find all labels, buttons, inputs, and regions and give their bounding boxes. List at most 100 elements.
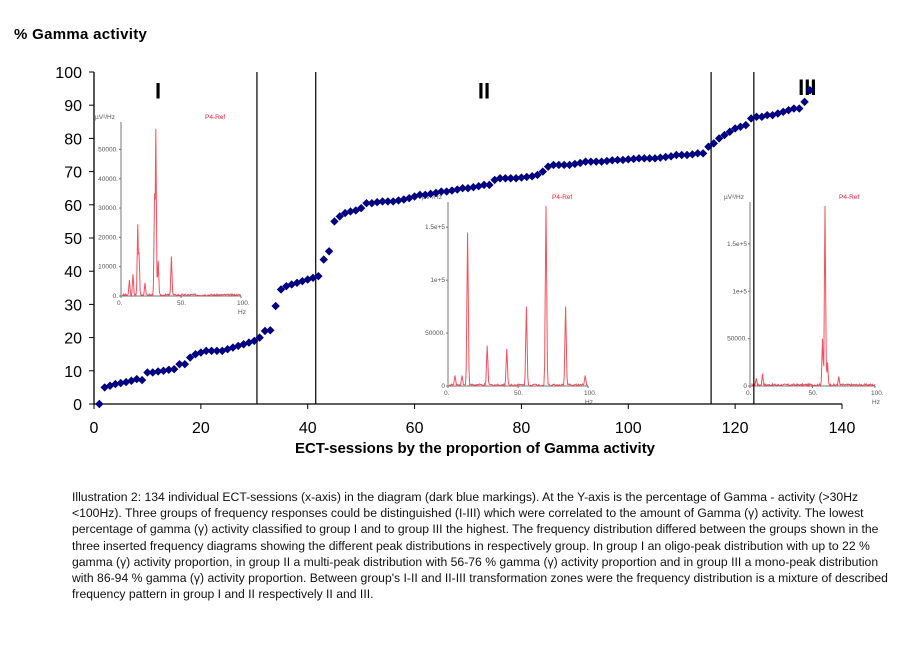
y-tick-label: 90	[64, 98, 82, 115]
data-point	[159, 366, 168, 375]
data-point	[640, 154, 649, 163]
inset-x-tick-label: 50.	[177, 300, 186, 307]
data-point	[757, 112, 767, 122]
data-point	[207, 346, 216, 356]
data-point	[709, 139, 718, 148]
inset-y-label: µV²/Hz	[95, 114, 115, 121]
y-tick-label: 0	[73, 397, 82, 414]
data-point	[153, 367, 163, 376]
y-tick-label: 60	[64, 198, 82, 215]
data-point	[175, 359, 184, 369]
data-point	[196, 348, 206, 357]
inset-x-tick-label: 0.	[746, 390, 752, 397]
data-point	[538, 167, 547, 176]
inset-x-tick-label: 0.	[444, 390, 450, 397]
data-point	[672, 150, 681, 160]
inset-x-label: Hz	[238, 309, 246, 316]
inset-x-label: Hz	[585, 399, 593, 406]
data-point	[191, 350, 200, 359]
data-point	[314, 271, 323, 281]
data-point	[324, 247, 334, 256]
inset-spectrum-line	[121, 128, 242, 298]
data-point	[693, 149, 702, 158]
data-point	[522, 172, 531, 182]
data-point	[95, 399, 104, 409]
inset-legend: P4-Ref	[839, 194, 859, 201]
data-point	[485, 180, 494, 190]
data-point	[346, 207, 355, 216]
inset-spectrum-I: µV²/Hz P4-Ref Hz 0. 50. 100. 0. 10000. 20000. 300…	[95, 114, 250, 316]
inset-x-tick-label: 0.	[117, 300, 123, 307]
data-point	[148, 368, 157, 377]
data-point	[479, 180, 489, 190]
data-point	[271, 301, 280, 311]
inset-legend: P4-Ref	[205, 114, 225, 121]
figure-caption: Illustration 2: 134 individual ECT-sessi…	[72, 490, 888, 602]
data-point	[421, 190, 430, 200]
inset-y-tick-label: 1e+5	[430, 277, 445, 284]
data-point	[180, 359, 190, 369]
data-point	[789, 104, 799, 113]
inset-spectrum-line	[448, 205, 589, 388]
y-tick-label: 20	[64, 331, 82, 348]
inset-y-tick-label: 30000.	[98, 205, 118, 212]
data-point	[565, 160, 574, 170]
data-point	[559, 160, 569, 170]
data-point	[250, 336, 259, 346]
data-point	[185, 353, 195, 362]
inset-spectrum-line	[751, 205, 876, 388]
data-point	[661, 152, 670, 162]
data-point	[677, 150, 686, 160]
inset-y-tick-label: 1.5e+5	[727, 241, 747, 248]
y-tick-label: 10	[64, 364, 82, 381]
data-point	[132, 374, 141, 384]
data-point	[805, 86, 815, 95]
inset-x-tick-label: 100.	[871, 390, 884, 397]
data-point	[143, 368, 152, 377]
data-point	[570, 159, 580, 169]
data-point	[613, 155, 622, 165]
x-tick-label: 120	[722, 420, 749, 437]
x-tick-label: 60	[406, 420, 424, 437]
data-point	[426, 189, 435, 199]
data-point	[549, 160, 558, 170]
data-point	[394, 196, 403, 205]
inset-y-tick-label: 1.5e+5	[425, 224, 445, 231]
inset-y-tick-label: 40000.	[98, 176, 118, 183]
inset-x-tick-label: 100.	[237, 300, 250, 307]
y-axis-label: % Gamma activity	[14, 26, 148, 43]
inset-x-tick-label: 50.	[809, 390, 818, 397]
data-point	[779, 107, 788, 117]
inset-legend: P4-Ref	[552, 194, 572, 201]
y-tick-label: 100	[55, 65, 82, 82]
data-point	[688, 150, 697, 159]
data-point	[704, 142, 713, 151]
data-point	[527, 172, 537, 181]
inset-y-tick-label: 0	[441, 383, 445, 390]
data-point	[372, 197, 382, 207]
data-point	[698, 149, 708, 158]
data-point	[795, 104, 804, 113]
data-point	[501, 174, 510, 183]
data-point	[576, 158, 585, 168]
inset-y-tick-label: 50000.	[425, 330, 445, 337]
y-tick-label: 80	[64, 131, 82, 148]
data-point	[511, 174, 521, 183]
data-point	[266, 326, 275, 335]
inset-x-tick-label: 100.	[584, 390, 597, 397]
data-point	[608, 156, 617, 165]
data-point	[367, 198, 377, 208]
y-tick-label: 30	[64, 297, 82, 314]
data-point	[554, 160, 564, 170]
data-point	[597, 157, 606, 166]
data-point	[164, 365, 173, 375]
data-point	[378, 197, 387, 206]
inset-y-label: µV²/Hz	[422, 194, 442, 201]
data-point	[602, 156, 612, 166]
data-point	[335, 212, 344, 221]
group-label-II: II	[478, 79, 490, 104]
inset-spectrum-II: µV²/Hz P4-Ref Hz 0. 50. 100. 0 50000. 1e+5 1.5e+5	[422, 194, 597, 406]
x-tick-label: 40	[299, 420, 317, 437]
data-point	[137, 375, 147, 385]
data-point	[730, 124, 740, 133]
